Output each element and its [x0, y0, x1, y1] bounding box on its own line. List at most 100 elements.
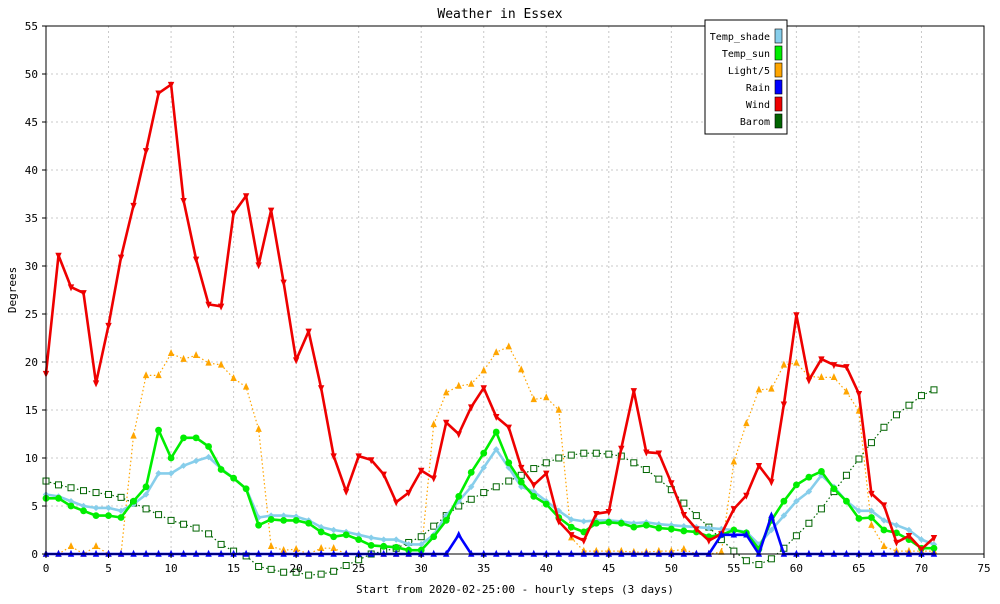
- data-point-temp-sun: [230, 474, 238, 482]
- data-point-wind: [855, 390, 863, 398]
- data-point-temp-sun: [242, 485, 250, 493]
- data-point-temp-sun: [130, 497, 137, 505]
- data-point-barom: [555, 454, 563, 462]
- data-point-barom: [930, 386, 938, 394]
- data-point-barom: [430, 522, 438, 530]
- data-point-temp-shade: [418, 541, 425, 548]
- data-point-barom: [192, 524, 200, 532]
- legend-swatch-temp-sun: [774, 45, 783, 61]
- data-point-rain: [618, 549, 625, 557]
- data-point-rain: [830, 549, 838, 557]
- data-point-wind: [142, 148, 150, 155]
- data-point-temp-shade: [317, 523, 325, 531]
- data-point-rain: [105, 549, 112, 557]
- data-point-wind: [292, 357, 300, 365]
- data-point-temp-shade: [905, 526, 913, 534]
- data-point-light-5: [493, 348, 500, 356]
- data-point-wind: [205, 301, 212, 309]
- x-tick-label: 20: [290, 562, 303, 575]
- data-point-temp-sun: [592, 519, 600, 527]
- data-point-light-5: [518, 365, 525, 373]
- y-tick-label: 35: [25, 212, 38, 225]
- y-axis-label: Degrees: [6, 267, 19, 313]
- data-point-temp-shade: [355, 531, 362, 538]
- data-point-wind: [167, 81, 175, 89]
- data-point-temp-shade: [105, 504, 112, 512]
- data-point-barom: [267, 565, 275, 573]
- data-point-temp-sun: [192, 434, 200, 442]
- data-point-temp-sun: [855, 515, 863, 522]
- data-point-wind: [255, 262, 262, 270]
- data-point-barom: [142, 505, 150, 513]
- data-point-light-5: [543, 393, 550, 401]
- data-point-rain: [192, 549, 200, 557]
- data-point-wind: [230, 210, 237, 218]
- data-point-wind: [192, 256, 200, 264]
- data-point-rain: [330, 549, 337, 557]
- data-point-wind: [555, 518, 562, 526]
- legend-swatch-rain: [774, 79, 783, 95]
- data-point-rain: [418, 549, 425, 557]
- y-tick-label: 55: [25, 20, 38, 33]
- data-point-wind: [367, 457, 375, 465]
- data-point-temp-sun: [655, 524, 663, 532]
- data-point-rain: [518, 549, 525, 557]
- data-point-rain: [67, 549, 75, 557]
- data-point-rain: [543, 549, 550, 557]
- data-point-temp-shade: [92, 504, 100, 512]
- y-tick-label: 20: [25, 356, 38, 369]
- data-point-light-5: [530, 395, 537, 403]
- data-point-rain: [580, 549, 587, 557]
- x-tick-label: 0: [43, 562, 50, 575]
- data-point-wind: [67, 284, 75, 292]
- legend-label-temp-shade: Temp_shade: [710, 32, 770, 43]
- data-point-light-5: [868, 521, 875, 528]
- data-point-barom: [805, 519, 813, 527]
- data-point-light-5: [818, 373, 825, 381]
- data-point-temp-sun: [843, 497, 850, 505]
- data-point-temp-sun: [667, 525, 675, 533]
- data-point-light-5: [768, 384, 775, 392]
- data-point-barom: [742, 557, 750, 565]
- data-point-barom: [330, 567, 338, 575]
- data-point-rain: [743, 530, 750, 538]
- data-point-temp-shade: [780, 512, 788, 519]
- data-point-light-5: [180, 354, 187, 362]
- data-point-light-5: [267, 542, 275, 550]
- x-tick-label: 10: [164, 562, 177, 575]
- data-point-rain: [918, 549, 925, 557]
- x-tick-label: 60: [790, 562, 803, 575]
- data-point-rain: [655, 549, 663, 557]
- data-point-wind: [905, 533, 913, 540]
- data-point-barom: [305, 571, 313, 579]
- data-point-light-5: [780, 360, 788, 368]
- data-point-temp-sun: [330, 533, 338, 541]
- data-point-temp-sun: [155, 426, 162, 434]
- x-tick-label: 65: [852, 562, 865, 575]
- data-point-temp-sun: [480, 449, 488, 457]
- axes: [45, 25, 985, 555]
- data-point-barom: [842, 471, 850, 479]
- data-point-barom: [892, 411, 900, 419]
- data-point-barom: [317, 570, 325, 578]
- data-point-rain: [593, 549, 600, 557]
- y-tick-label: 0: [31, 548, 38, 561]
- data-point-rain: [392, 549, 400, 557]
- data-point-rain: [768, 511, 775, 519]
- data-point-temp-shade: [493, 446, 500, 453]
- data-point-temp-shade: [392, 536, 400, 543]
- data-point-barom: [255, 562, 263, 570]
- legend-swatch-temp-shade: [774, 28, 783, 44]
- data-point-barom: [80, 487, 88, 495]
- data-point-temp-sun: [180, 434, 187, 442]
- data-point-light-5: [142, 371, 150, 379]
- data-point-wind: [80, 290, 87, 298]
- data-point-light-5: [205, 358, 212, 366]
- data-point-rain: [780, 549, 788, 557]
- x-tick-label: 40: [540, 562, 553, 575]
- data-point-barom: [217, 540, 225, 548]
- data-point-temp-sun: [80, 507, 87, 515]
- data-point-barom: [480, 489, 488, 497]
- data-point-rain: [217, 549, 225, 557]
- data-point-temp-shade: [880, 517, 888, 524]
